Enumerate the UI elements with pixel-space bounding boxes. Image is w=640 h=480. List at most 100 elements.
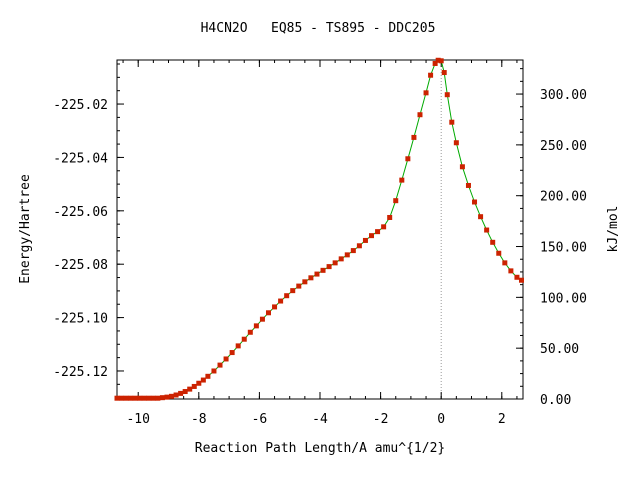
data-point [205,373,211,379]
data-point [441,70,447,76]
y2-tick-label: 150.00 [540,241,587,256]
data-point [128,395,134,401]
data-point [344,252,350,258]
x-tick-label: -4 [312,412,328,427]
data-point [265,310,271,316]
data-point [490,239,496,245]
series-group [114,57,524,401]
y2-tick-label: 100.00 [540,291,587,306]
data-point [496,250,502,256]
data-point [411,134,417,140]
data-point [356,243,362,249]
data-point [272,304,278,310]
data-point [178,390,184,396]
data-point [444,92,450,98]
data-point [247,329,253,335]
chart-title: H4CN2O EQ85 - TS895 - DDC205 [201,21,436,36]
data-point [119,395,125,401]
data-point [350,248,356,254]
y-axis-label: Energy/Hartree [18,174,33,284]
data-point [284,293,290,299]
data-point [381,224,387,230]
y2-tick-label: 250.00 [540,139,587,154]
data-point [478,214,484,220]
data-point [375,229,381,235]
data-point [200,377,206,383]
x-axis-label: Reaction Path Length/A amu^{1/2} [195,441,445,456]
data-point [259,316,265,322]
data-point [217,362,223,368]
data-point [423,90,429,96]
data-point [196,380,202,386]
x-axis: -10 -8 -6 -4 -2 0 2 [122,60,518,427]
data-point [308,275,314,281]
y2-axis-label: kJ/mol [606,206,621,253]
data-point [302,279,308,285]
data-point [369,233,375,239]
x-tick-label: -10 [126,412,149,427]
data-point [393,198,399,204]
data-point [484,227,490,233]
data-point [459,164,465,170]
data-point [296,283,302,289]
y-tick-label: -225.04 [53,151,108,166]
data-point [253,323,259,329]
data-point [332,260,338,266]
plot-frame [116,59,524,400]
y-axis-left: -225.02 -225.04 -225.06 -225.08 -225.10 -225.… [53,63,124,399]
y-tick-label: -225.12 [53,365,108,380]
data-point [472,199,478,205]
y2-tick-label: 50.00 [540,342,579,357]
x-tick-label: -2 [373,412,389,427]
x-tick-label: -6 [252,412,268,427]
data-point [150,395,156,401]
data-point [241,336,247,342]
x-tick-label: 0 [437,412,445,427]
data-point [114,395,120,401]
data-point [182,389,188,395]
data-point [399,177,405,183]
data-point [438,58,444,64]
data-point [453,140,459,146]
data-point [164,394,170,400]
data-point [326,264,332,270]
data-point [428,72,434,78]
data-point [278,298,284,304]
data-point [187,386,193,392]
y2-tick-label: 200.00 [540,190,587,205]
data-point [387,214,393,220]
data-point [211,368,217,374]
data-point [169,393,175,399]
data-point [432,60,438,66]
data-point [223,356,229,362]
data-point [123,395,129,401]
data-point [518,277,524,283]
data-point [508,268,514,274]
energy-curve-line [117,59,522,399]
data-point [173,392,179,398]
y-axis-right: 300.00 250.00 200.00 150.00 100.00 50.00 0.00 [516,68,587,408]
y-tick-label: -225.02 [53,98,108,113]
data-point [290,288,296,294]
data-point [141,395,147,401]
data-point [229,350,235,356]
data-point [191,383,197,389]
data-point [132,395,138,401]
y-tick-label: -225.08 [53,258,108,273]
x-tick-label: 2 [498,412,506,427]
y2-tick-label: 0.00 [540,393,571,408]
data-point [338,256,344,262]
data-point [465,182,471,188]
data-point [362,237,368,243]
data-point [435,57,441,63]
data-point [155,395,161,401]
data-point [417,112,423,118]
data-point [514,274,520,280]
data-point [159,395,165,401]
data-point [235,343,241,349]
y-tick-label: -225.06 [53,205,108,220]
data-point [314,271,320,277]
data-point [405,156,411,162]
data-point [502,260,508,266]
